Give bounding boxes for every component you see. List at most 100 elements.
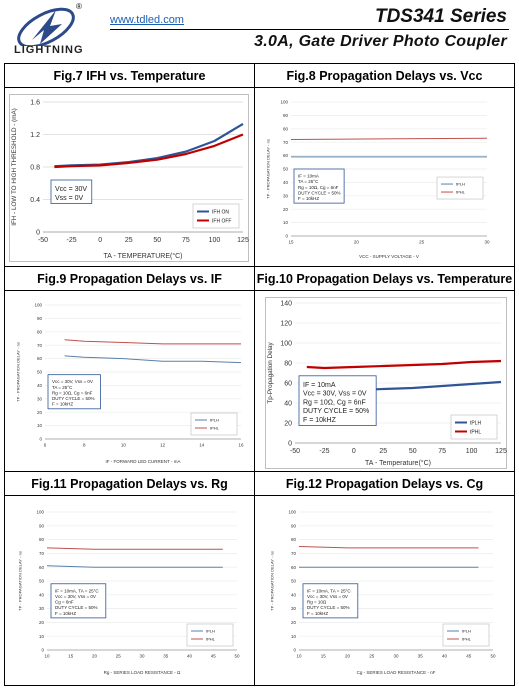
legend-label: tPLH (456, 181, 465, 186)
y-tick-label: 40 (291, 592, 297, 597)
product-subtitle: 3.0A, Gate Driver Photo Coupler (254, 33, 507, 50)
series-line-tphl (290, 137, 488, 140)
brand-name: LIGHTNING (14, 44, 84, 56)
x-tick-label: 30 (393, 654, 399, 659)
y-axis-label: Tp-Propagation Delay (267, 342, 274, 404)
y-tick-label: 70 (39, 551, 45, 556)
legend-label: tPHL (470, 429, 481, 435)
y-tick-label: 60 (39, 565, 45, 570)
y-tick-label: 80 (284, 360, 292, 367)
condition-text: IF = 10mA, TA = 25°C (55, 588, 99, 593)
y-tick-label: 60 (291, 565, 297, 570)
figure-8-panel: Fig.8 Propagation Delays vs. Vcc 0 10 20 30… (255, 64, 514, 267)
legend-label: tPHL (456, 189, 466, 194)
x-tick-label: 10 (121, 443, 127, 448)
condition-text: Cg = 6nF (55, 600, 74, 605)
condition-text: DUTY CYCLE = 50% (303, 408, 369, 415)
legend-label: tPLH (470, 420, 482, 426)
y-tick-label: 100 (34, 303, 42, 308)
x-tick-label: 75 (182, 237, 190, 244)
y-tick-label: 20 (284, 420, 292, 427)
y-tick-label: 90 (37, 316, 43, 321)
x-tick-label: 20 (92, 654, 98, 659)
x-tick-label: 30 (484, 240, 490, 245)
condition-text: DUTY CYCLE = 50% (52, 396, 95, 401)
y-tick-label: 40 (284, 400, 292, 407)
x-tick-label: 25 (369, 654, 375, 659)
figure-title: Fig.7 IFH vs. Temperature (5, 64, 254, 88)
y-tick-label: 10 (37, 423, 43, 428)
legend-box (192, 203, 240, 229)
figure-title: Fig.9 Propagation Delays vs. IF (5, 267, 254, 291)
y-tick-label: 10 (283, 220, 289, 225)
y-tick-label: 40 (39, 592, 45, 597)
figure-9-panel: Fig.9 Propagation Delays vs. IF 0 10 20 30 4… (5, 267, 255, 472)
series-line-ifh-off (54, 133, 244, 169)
y-tick-label: 40 (37, 383, 43, 388)
y-tick-label: 0 (41, 648, 44, 653)
y-tick-label: 30 (291, 606, 297, 611)
condition-text: Vcc = 30V, Vss = 0V (307, 594, 348, 599)
condition-text: Rg = 10Ω, Cg = 6nF (303, 399, 366, 406)
condition-text: F = 10kHZ (307, 611, 328, 616)
conditions-box (47, 374, 101, 410)
condition-text: Vcc = 30V, Vss = 0V (303, 391, 367, 398)
series-line-tphl (298, 546, 479, 549)
website-link[interactable]: www.tdled.com (110, 14, 184, 26)
y-tick-label: 90 (291, 523, 297, 528)
x-tick-label: 50 (490, 654, 496, 659)
chart-frame (9, 94, 249, 262)
y-tick-label: 70 (283, 140, 289, 145)
x-tick-label: 14 (199, 443, 205, 448)
x-tick-label: 50 (153, 237, 161, 244)
y-tick-label: 70 (291, 551, 297, 556)
condition-text: Rg = 10Ω (307, 600, 327, 605)
figure-10-chart: 0 20 40 60 80 100 120 140 -50 -25 0 25 50 75 100 125 TA … (265, 297, 507, 469)
x-tick-label: 16 (238, 443, 244, 448)
x-tick-label: 25 (379, 448, 387, 455)
legend-label: IFH ON (212, 209, 229, 215)
y-axis-label: TP - PROPAGATION DELAY - ns (270, 551, 275, 611)
y-tick-label: 70 (37, 343, 43, 348)
series-title: TDS341 Series (374, 6, 507, 27)
condition-text: Vcc = 30V (55, 186, 87, 193)
x-tick-label: 20 (345, 654, 351, 659)
condition-text: F = 10kHZ (52, 402, 73, 407)
figure-title: Fig.10 Propagation Delays vs. Temperatur… (255, 267, 514, 291)
y-tick-label: 100 (36, 510, 44, 515)
figure-11-panel: Fig.11 Propagation Delays vs. Rg 0 10 20 30… (5, 472, 255, 685)
y-tick-label: 40 (283, 180, 289, 185)
y-tick-label: 30 (37, 396, 43, 401)
x-tick-label: 40 (442, 654, 448, 659)
legend-label: IFH OFF (212, 218, 231, 224)
y-axis-label: TP - PROPAGATION DELAY - ns (18, 551, 23, 611)
x-tick-label: -25 (67, 237, 77, 244)
y-tick-label: 0.8 (30, 164, 40, 171)
conditions-box (50, 583, 107, 619)
y-tick-label: 100 (280, 340, 292, 347)
y-tick-label: 140 (280, 300, 292, 307)
x-tick-label: 50 (409, 448, 417, 455)
x-tick-label: 75 (438, 448, 446, 455)
condition-text: DUTY CYCLE = 50% (55, 605, 98, 610)
condition-text: TA = 25°C (298, 179, 319, 184)
x-tick-label: 15 (321, 654, 327, 659)
y-axis-label: TP - PROPAGATION DELAY - ns (266, 139, 271, 199)
y-tick-label: 20 (37, 410, 43, 415)
y-tick-label: 1.6 (30, 99, 40, 106)
y-tick-label: 20 (291, 620, 297, 625)
y-tick-label: 0 (293, 648, 296, 653)
condition-text: Vss = 0V (55, 195, 84, 202)
x-tick-label: 40 (187, 654, 193, 659)
condition-text: TA = 25°C (52, 385, 73, 390)
figure-9-chart: 0 10 20 30 40 50 60 70 80 90 100 6 8 10 12 14 16 IF - FOR… (16, 303, 244, 464)
series-line-tplh (46, 565, 223, 568)
legend-label: tPLH (462, 628, 471, 633)
registered-mark: ® (76, 2, 82, 11)
x-axis-label: IF - FORWARD LED CURRENT - mA (106, 459, 181, 464)
y-tick-label: 100 (280, 100, 288, 105)
figure-title: Fig.8 Propagation Delays vs. Vcc (255, 64, 514, 88)
x-tick-label: 0 (352, 448, 356, 455)
figure-10-panel: Fig.10 Propagation Delays vs. Temperatur… (255, 267, 514, 472)
legend-label: tPHL (462, 636, 472, 641)
